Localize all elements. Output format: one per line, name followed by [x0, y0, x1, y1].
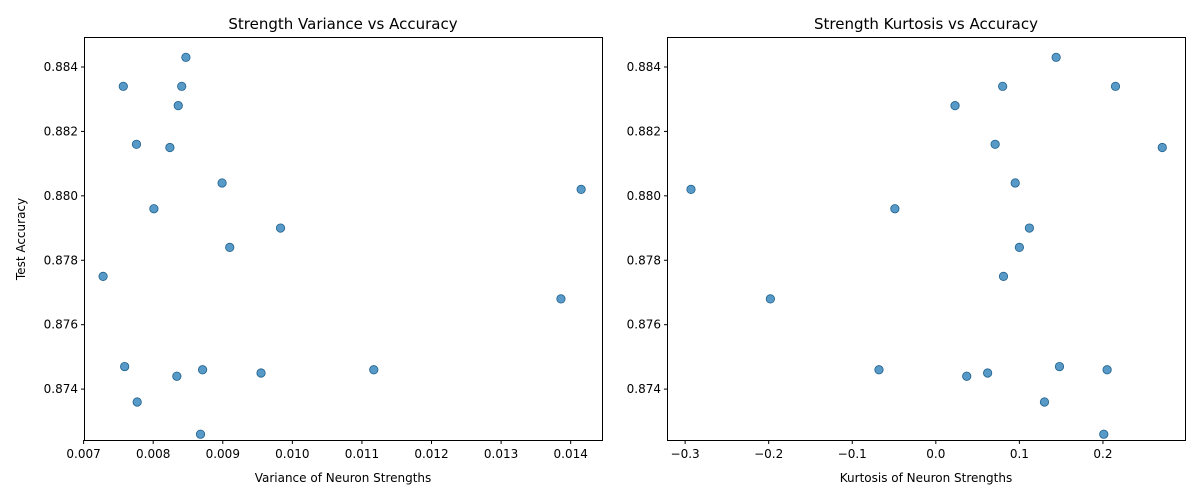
x-tick-label: 0.014 — [554, 447, 588, 461]
x-tick-label: 0.013 — [484, 447, 518, 461]
variance-scatter-panel: Strength Variance vs Accuracy 0.007 0.008… — [14, 15, 603, 485]
scatter-points — [98, 52, 586, 439]
scatter-point — [962, 371, 972, 381]
y-axis-ticks: 0.874 0.876 0.878 0.880 0.882 0.884 — [627, 60, 668, 396]
scatter-point — [1054, 361, 1065, 372]
scatter-point — [890, 204, 900, 214]
x-tick-label: 0.010 — [275, 447, 309, 461]
scatter-point — [120, 361, 130, 372]
scatter-point — [765, 294, 775, 304]
scatter-point — [1051, 52, 1061, 62]
scatter-point — [217, 178, 227, 188]
scatter-point — [195, 429, 206, 439]
x-axis-label: Kurtosis of Neuron Strengths — [840, 471, 1012, 485]
scatter-point — [1099, 429, 1109, 439]
scatter-points — [686, 52, 1167, 439]
scatter-point — [556, 294, 566, 304]
y-tick-label: 0.874 — [627, 382, 661, 396]
scatter-point — [686, 184, 696, 194]
scatter-point — [131, 139, 142, 149]
scatter-point — [983, 368, 993, 378]
x-tick-label: 0.007 — [66, 447, 100, 461]
chart-title: Strength Variance vs Accuracy — [228, 15, 457, 33]
scatter-point — [874, 365, 884, 375]
scatter-point — [118, 81, 128, 91]
scatter-point — [275, 223, 286, 233]
y-axis-ticks: 0.874 0.876 0.878 0.880 0.882 0.884 — [44, 60, 85, 396]
scatter-point — [369, 365, 379, 375]
scatter-point — [576, 184, 586, 194]
scatter-point — [998, 81, 1008, 91]
scatter-point — [1110, 81, 1121, 91]
x-tick-label: 0.2 — [1093, 447, 1112, 461]
y-tick-label: 0.880 — [44, 189, 78, 203]
x-axis-ticks: −0.3 −0.2 −0.1 0.0 0.1 0.2 — [671, 440, 1112, 461]
scatter-point — [256, 368, 266, 378]
y-tick-label: 0.878 — [627, 253, 661, 267]
y-tick-label: 0.880 — [627, 189, 661, 203]
scatter-point — [1102, 365, 1112, 375]
y-tick-label: 0.884 — [44, 60, 78, 74]
x-tick-label: 0.0 — [926, 447, 945, 461]
x-tick-label: −0.1 — [838, 447, 867, 461]
plot-frame — [667, 37, 1186, 441]
scatter-point — [225, 242, 235, 252]
y-tick-label: 0.882 — [627, 124, 661, 138]
scatter-point — [132, 397, 142, 407]
scatter-point — [1039, 397, 1050, 407]
scatter-point — [1014, 242, 1024, 252]
x-tick-label: 0.009 — [206, 447, 240, 461]
plot-frame — [84, 37, 603, 441]
x-tick-label: 0.008 — [136, 447, 170, 461]
y-tick-label: 0.884 — [627, 60, 661, 74]
scatter-point — [149, 204, 159, 214]
scatter-point — [1024, 223, 1035, 233]
x-tick-label: −0.3 — [671, 447, 700, 461]
x-axis-label: Variance of Neuron Strengths — [255, 471, 432, 485]
x-tick-label: 0.1 — [1010, 447, 1029, 461]
y-tick-label: 0.876 — [44, 318, 78, 332]
scatter-point — [177, 81, 187, 91]
chart-title: Strength Kurtosis vs Accuracy — [814, 15, 1038, 33]
x-tick-label: 0.012 — [414, 447, 448, 461]
scatter-point — [165, 142, 175, 153]
x-tick-label: −0.2 — [754, 447, 783, 461]
scatter-point — [197, 365, 208, 375]
scatter-point — [173, 101, 183, 111]
y-tick-label: 0.876 — [627, 318, 661, 332]
y-tick-label: 0.878 — [44, 253, 78, 267]
scatter-point — [172, 371, 182, 381]
x-axis-ticks: 0.007 0.008 0.009 0.010 0.011 0.012 0.013 0.014 — [66, 440, 588, 461]
scatter-point — [998, 271, 1009, 281]
y-tick-label: 0.882 — [44, 124, 78, 138]
scatter-point — [181, 52, 191, 62]
kurtosis-scatter-panel: Strength Kurtosis vs Accuracy −0.3 −0.2 −0… — [627, 15, 1186, 485]
y-tick-label: 0.874 — [44, 382, 78, 396]
scatter-point — [1010, 178, 1020, 188]
scatter-point — [98, 271, 108, 281]
scatter-point — [1157, 142, 1167, 153]
scatter-point — [990, 139, 1000, 149]
scatter-point — [950, 101, 960, 111]
x-tick-label: 0.011 — [345, 447, 379, 461]
y-axis-label: Test Accuracy — [14, 198, 28, 281]
